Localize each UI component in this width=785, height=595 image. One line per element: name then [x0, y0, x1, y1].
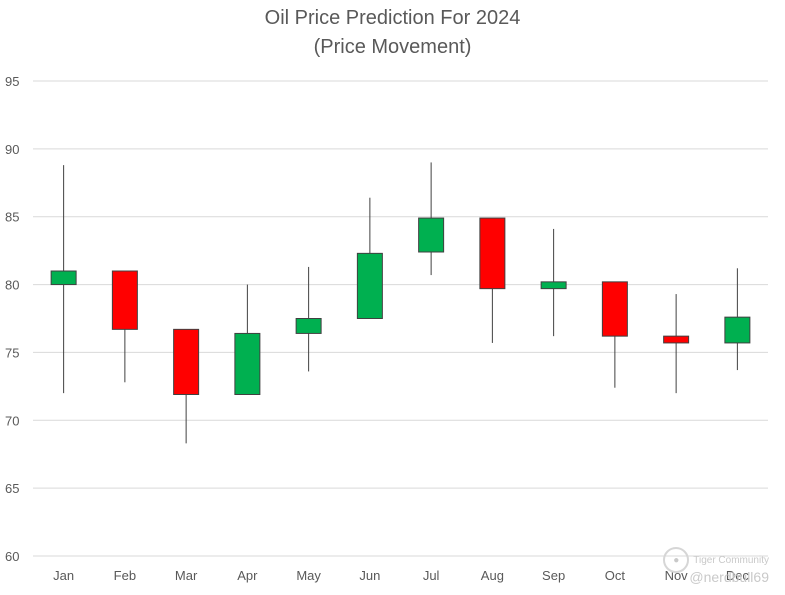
- x-tick-label-apr: Apr: [237, 568, 258, 583]
- candle-may: [295, 318, 322, 334]
- x-tick-label-feb: Feb: [114, 568, 136, 583]
- candle-jul: [418, 217, 445, 253]
- x-tick-label-dec: Dec: [726, 568, 750, 583]
- y-tick-label-70: 70: [5, 413, 19, 428]
- candle-apr: [234, 332, 261, 395]
- x-tick-label-jan: Jan: [53, 568, 74, 583]
- candle-dec: [724, 316, 751, 344]
- y-tick-label-60: 60: [5, 549, 19, 564]
- x-tick-label-aug: Aug: [481, 568, 504, 583]
- watermark-user: @nerdbull69: [689, 569, 769, 585]
- candle-jun: [356, 252, 383, 320]
- candle-feb: [111, 270, 138, 330]
- y-tick-label-75: 75: [5, 345, 19, 360]
- chart-title: Oil Price Prediction For 2024: [264, 7, 521, 29]
- x-tick-label-may: May: [296, 568, 321, 583]
- y-tick-label-80: 80: [5, 278, 19, 293]
- tiger-logo-icon: ●: [663, 547, 690, 573]
- chart-title-block: Oil Price Prediction For 2024 (Price Mov…: [0, 4, 785, 62]
- watermark-brand: Tiger Community: [693, 554, 769, 566]
- y-tick-label-65: 65: [5, 481, 19, 496]
- candle-sep: [540, 281, 567, 290]
- candle-aug: [479, 217, 506, 290]
- chart-subtitle: (Price Movement): [313, 36, 472, 58]
- x-tick-label-sep: Sep: [542, 568, 565, 583]
- x-tick-label-mar: Mar: [175, 568, 198, 583]
- y-tick-label-85: 85: [5, 210, 19, 225]
- x-tick-label-jun: Jun: [359, 568, 380, 583]
- candle-nov: [663, 335, 690, 344]
- x-tick-label-jul: Jul: [423, 568, 440, 583]
- candle-mar: [173, 328, 200, 396]
- y-tick-label-95: 95: [5, 74, 19, 89]
- candle-jan: [50, 270, 77, 286]
- y-tick-label-90: 90: [5, 142, 19, 157]
- candle-oct: [601, 281, 628, 337]
- x-tick-label-oct: Oct: [605, 568, 626, 583]
- watermark: ● Tiger Community @nerdbull69: [663, 547, 769, 585]
